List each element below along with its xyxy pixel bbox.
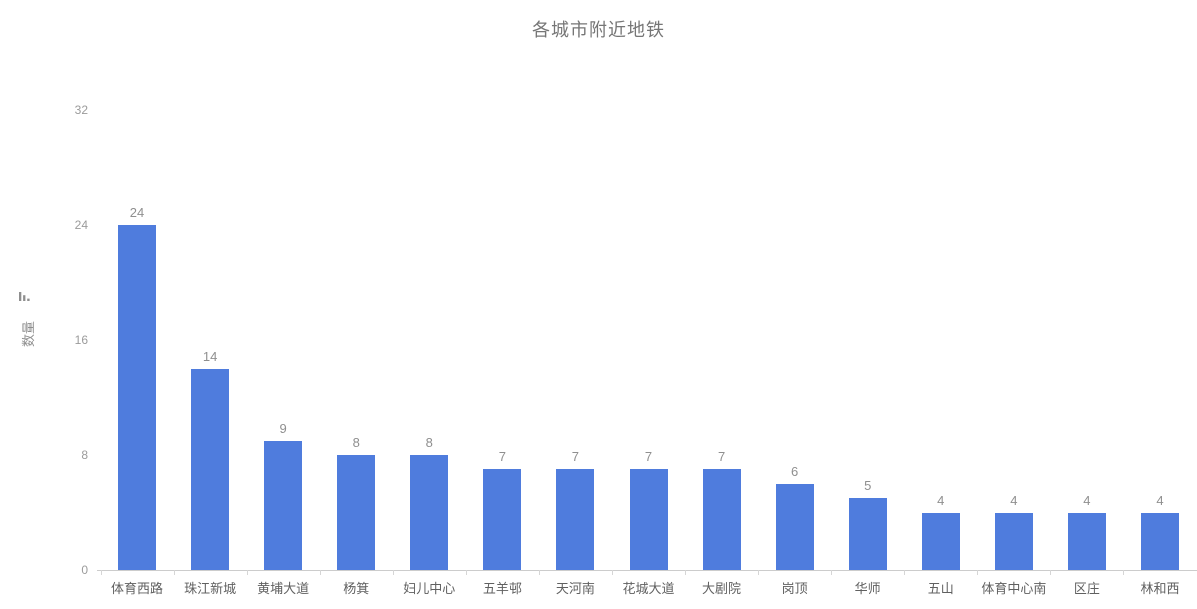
y-tick-label: 32 (74, 103, 88, 117)
chart-title: 各城市附近地铁 (532, 20, 665, 40)
bar[interactable] (118, 225, 157, 570)
bar[interactable] (1140, 512, 1179, 570)
x-category-label: 黄埔大道 (257, 581, 310, 596)
bar-value-label: 8 (425, 435, 433, 450)
x-axis-line (97, 570, 1197, 571)
x-axis-tick (685, 570, 687, 575)
y-tick-label: 24 (74, 218, 88, 232)
bar[interactable] (264, 440, 303, 570)
bar-value-label: 4 (1010, 492, 1018, 508)
y-tick-label: 8 (81, 448, 88, 462)
bar[interactable] (337, 455, 376, 570)
x-axis-tick (1050, 570, 1052, 575)
x-axis-tick (319, 570, 321, 575)
bar[interactable] (483, 469, 522, 570)
bar[interactable] (921, 512, 960, 570)
bar[interactable] (994, 512, 1033, 570)
x-axis-tick (758, 570, 760, 575)
bar[interactable] (702, 469, 741, 570)
bar-value-label: 24 (129, 205, 145, 220)
bar[interactable] (629, 469, 668, 570)
x-category-label: 华师 (854, 581, 881, 596)
x-axis-tick (392, 570, 394, 575)
x-category-label: 五羊邨 (482, 581, 522, 596)
bar-value-label: 8 (352, 435, 360, 450)
x-category-label: 天河南 (555, 581, 595, 596)
y-tick-label: 0 (81, 563, 88, 577)
bar-value-label: 7 (571, 449, 580, 465)
x-category-label: 体育中心南 (981, 581, 1047, 596)
x-category-label: 岗顶 (781, 581, 808, 596)
bar[interactable] (556, 469, 595, 570)
x-axis-tick (1123, 570, 1125, 575)
bar[interactable] (191, 368, 230, 570)
x-axis-tick (611, 570, 613, 575)
x-axis-tick (831, 570, 833, 575)
bar-value-label: 9 (279, 420, 287, 436)
x-category-label: 林和西 (1140, 581, 1180, 596)
bar-value-label: 6 (791, 463, 799, 479)
bar[interactable] (775, 483, 814, 570)
x-axis-tick (100, 570, 102, 575)
x-axis-tick (977, 570, 979, 575)
bar-value-label: 14 (202, 348, 218, 364)
x-axis-tick (465, 570, 467, 575)
bar-value-label: 7 (498, 449, 506, 465)
bar-value-label: 4 (937, 492, 945, 508)
x-axis-tick (246, 570, 248, 575)
bar[interactable] (1067, 512, 1106, 570)
bar-value-label: 7 (644, 449, 653, 465)
bar-value-label: 4 (1156, 492, 1164, 508)
bar-value-label: 7 (717, 449, 726, 465)
x-category-label: 杨箕 (343, 581, 370, 596)
x-category-label: 妇儿中心 (403, 581, 456, 596)
bar-value-label: 5 (864, 478, 872, 494)
x-category-label: 区庄 (1073, 581, 1100, 596)
x-category-label: 花城大道 (622, 581, 675, 596)
x-category-label: 体育西路 (111, 581, 164, 596)
bar[interactable] (410, 455, 449, 570)
x-category-label: 珠江新城 (184, 581, 237, 596)
x-category-label: 五山 (927, 581, 954, 596)
bar[interactable] (848, 498, 887, 570)
x-axis-tick (904, 570, 906, 575)
x-axis-tick (173, 570, 175, 575)
bar-value-label: 4 (1083, 492, 1091, 508)
x-axis-tick (538, 570, 540, 575)
y-tick-label: 16 (74, 333, 88, 347)
x-category-label: 大剧院 (702, 581, 742, 596)
